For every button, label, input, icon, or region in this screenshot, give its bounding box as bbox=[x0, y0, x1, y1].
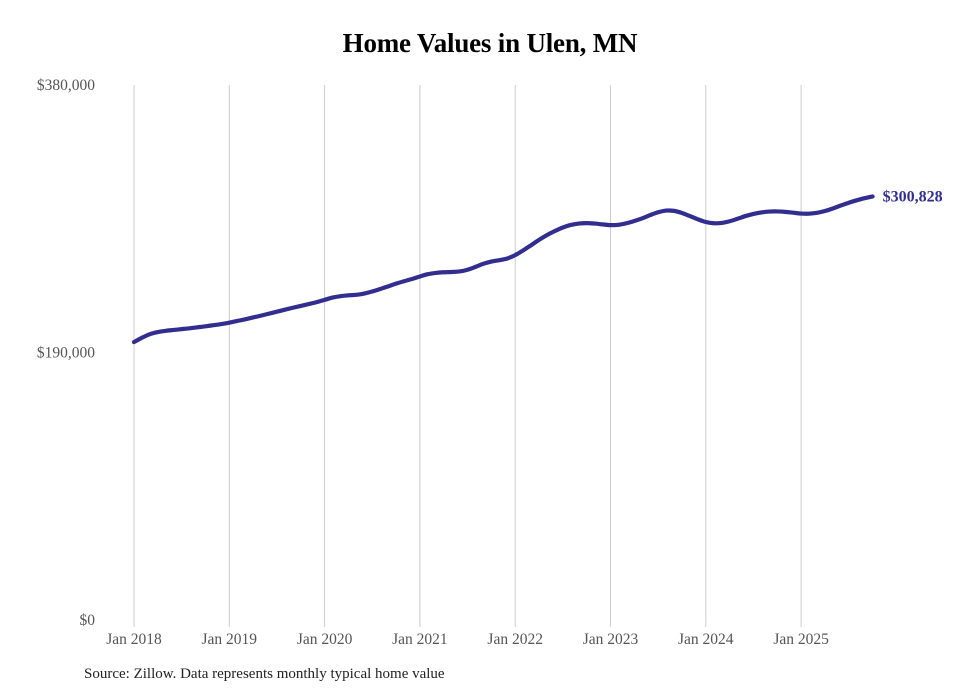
source-note: Source: Zillow. Data represents monthly … bbox=[84, 666, 445, 682]
x-tick-label: Jan 2025 bbox=[773, 631, 829, 648]
chart-title: Home Values in Ulen, MN bbox=[342, 28, 638, 58]
y-tick-label: $0 bbox=[80, 612, 96, 629]
x-tickmarks bbox=[133, 620, 802, 627]
chart-plot-area: $380,000$190,000$0 Jan 2018 Jan 2019 Jan 2… bbox=[37, 77, 943, 648]
endpoint-value-label: $300,828 bbox=[883, 188, 943, 205]
x-tick-label: Jan 2023 bbox=[583, 631, 639, 648]
data-series bbox=[131, 194, 875, 345]
gridlines bbox=[133, 85, 802, 620]
series-line-typical-home-value bbox=[131, 194, 875, 345]
x-tick-label: Jan 2024 bbox=[678, 631, 734, 648]
y-tick-label: $190,000 bbox=[37, 345, 95, 362]
x-tick-label: Jan 2020 bbox=[297, 631, 353, 648]
x-axis-labels: Jan 2018 Jan 2019 Jan 2020 Jan 2021 Jan 2022… bbox=[106, 631, 829, 648]
x-tick-label: Jan 2022 bbox=[487, 631, 543, 648]
y-axis-labels: $380,000 $190,000 $0 bbox=[37, 77, 95, 629]
x-tick-label: Jan 2018 bbox=[106, 631, 162, 648]
x-tick-label: Jan 2021 bbox=[392, 631, 448, 648]
endpoint-label: $300,828 bbox=[883, 188, 943, 205]
x-tick-label: Jan 2019 bbox=[202, 631, 258, 648]
y-tick-label: $380,000 bbox=[37, 77, 95, 94]
